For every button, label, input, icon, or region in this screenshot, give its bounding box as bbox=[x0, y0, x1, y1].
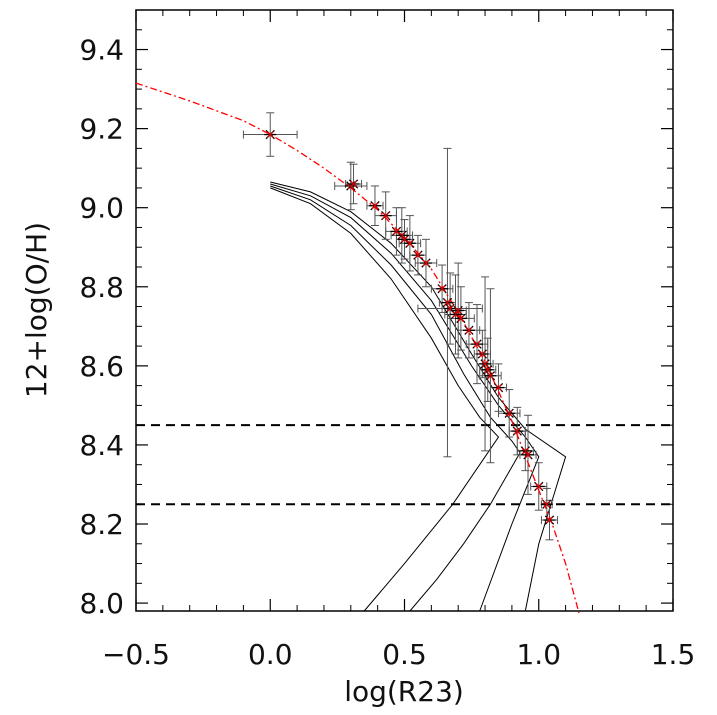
data-point bbox=[519, 446, 532, 456]
marker-center bbox=[371, 202, 379, 210]
y-tick-label: 8.6 bbox=[79, 350, 124, 383]
data-point bbox=[492, 382, 505, 393]
y-tick-label: 9.2 bbox=[79, 113, 124, 146]
marker-center bbox=[524, 451, 532, 459]
marker-center bbox=[452, 311, 459, 318]
marker-center bbox=[393, 227, 400, 235]
y-tick-label: 8.8 bbox=[79, 271, 124, 304]
data-point bbox=[411, 250, 424, 260]
x-axis-title: log(R23) bbox=[344, 675, 464, 708]
data-point bbox=[368, 201, 381, 211]
data-point bbox=[511, 426, 524, 436]
plot-area bbox=[135, 9, 674, 614]
data-point bbox=[484, 371, 497, 381]
x-tick-label: 1.5 bbox=[651, 638, 696, 671]
marker-center bbox=[422, 259, 430, 267]
marker-center bbox=[478, 350, 486, 358]
marker-center bbox=[521, 447, 529, 455]
data-point bbox=[479, 359, 492, 369]
y-tick-label: 8.2 bbox=[79, 508, 124, 541]
marker-center bbox=[495, 384, 502, 392]
marker-center bbox=[398, 231, 406, 239]
marker-center bbox=[465, 326, 473, 334]
marker-center bbox=[406, 239, 414, 247]
data-point bbox=[264, 129, 277, 140]
marker-center bbox=[446, 305, 454, 312]
y-axis-title: 12+log(O/H) bbox=[20, 222, 53, 398]
data-point bbox=[390, 226, 403, 237]
model-curve bbox=[270, 185, 521, 612]
data-point bbox=[403, 238, 416, 248]
data-point bbox=[449, 309, 462, 320]
marker-center bbox=[454, 307, 462, 314]
marker-center bbox=[513, 427, 521, 435]
data-point bbox=[532, 481, 545, 492]
data-point bbox=[470, 339, 483, 349]
data-point bbox=[441, 297, 454, 308]
x-tick-label: 1.0 bbox=[516, 638, 561, 671]
data-point bbox=[419, 258, 432, 268]
marker-center bbox=[505, 409, 513, 417]
data-point bbox=[540, 499, 553, 509]
marker-center bbox=[266, 131, 274, 138]
data-point bbox=[452, 305, 465, 316]
marker-center bbox=[543, 500, 551, 508]
data-point bbox=[476, 349, 489, 359]
marker-center bbox=[535, 483, 543, 490]
data-point bbox=[395, 230, 408, 241]
y-tick-label: 8.0 bbox=[79, 587, 124, 620]
y-tick-label: 9.4 bbox=[79, 34, 124, 67]
marker-center bbox=[481, 360, 489, 368]
marker-center bbox=[382, 212, 390, 220]
model-curve bbox=[270, 183, 540, 612]
y-tick-label: 9.0 bbox=[79, 192, 124, 225]
marker-center bbox=[401, 235, 408, 243]
marker-center bbox=[414, 251, 422, 259]
data-point bbox=[481, 365, 494, 375]
marker-center bbox=[444, 299, 451, 307]
data-point bbox=[379, 210, 392, 221]
x-tick-label: 0.0 bbox=[248, 638, 293, 671]
data-point bbox=[462, 325, 475, 335]
marker-center bbox=[457, 314, 465, 322]
data-point bbox=[503, 408, 516, 418]
data-point bbox=[436, 284, 449, 294]
marker-center bbox=[546, 516, 553, 524]
data-point bbox=[543, 515, 556, 525]
model-curve bbox=[270, 187, 500, 612]
model-curve bbox=[270, 181, 567, 612]
data-point bbox=[398, 234, 411, 244]
data-point bbox=[454, 313, 467, 324]
marker-center bbox=[486, 372, 494, 380]
marker-center bbox=[438, 285, 446, 293]
marker-center bbox=[473, 340, 481, 348]
plot-frame bbox=[135, 9, 674, 612]
x-tick-label: 0.5 bbox=[382, 638, 427, 671]
x-tick-label: −0.5 bbox=[102, 638, 170, 671]
data-point bbox=[347, 179, 360, 189]
fit-curve bbox=[135, 82, 580, 614]
y-tick-label: 8.4 bbox=[79, 429, 124, 462]
data-point bbox=[522, 450, 535, 460]
marker-center bbox=[484, 366, 492, 374]
marker-center bbox=[350, 180, 357, 188]
